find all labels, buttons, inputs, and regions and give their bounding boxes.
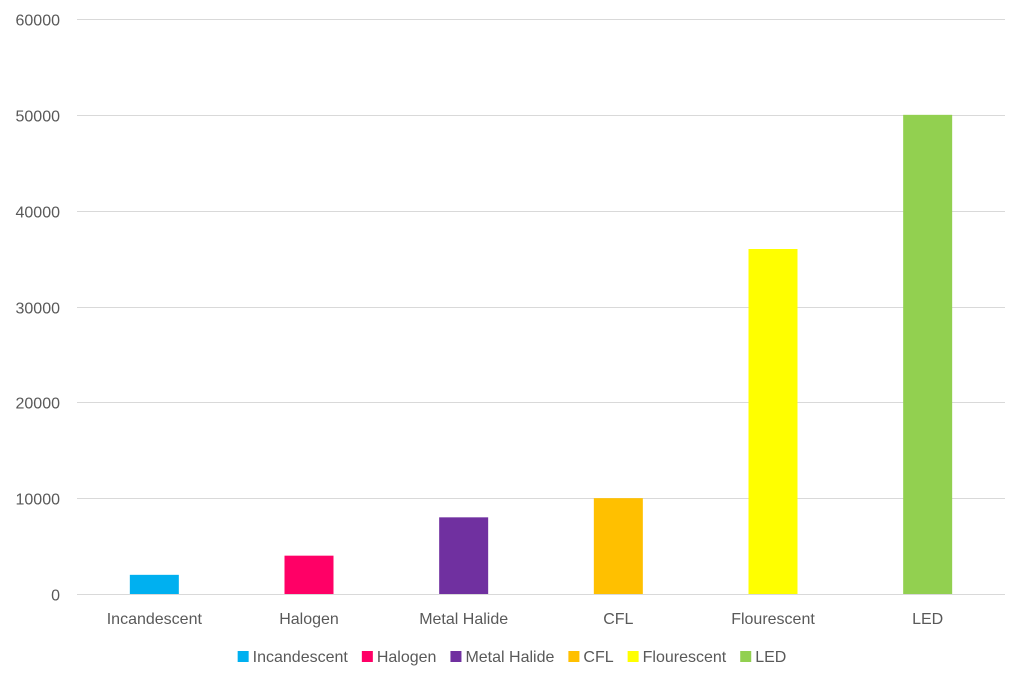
- x-tick-label: Metal Halide: [419, 611, 508, 628]
- gridlines: [77, 19, 1005, 595]
- legend-swatch: [740, 651, 752, 662]
- legend-label: Flourescent: [643, 649, 727, 666]
- bar-incandescent: [129, 574, 179, 594]
- legend-item-led: LED: [740, 649, 786, 666]
- legend-swatch: [568, 651, 580, 662]
- bar-led: [903, 114, 953, 594]
- y-tick-label: 50000: [16, 109, 61, 126]
- legend-item-halogen: Halogen: [361, 649, 437, 666]
- x-tick-label: Halogen: [279, 611, 339, 628]
- y-axis-ticks: 0 10000 20000 30000 40000 50000 60000: [16, 13, 61, 605]
- x-tick-label: Flourescent: [731, 611, 815, 628]
- legend-label: LED: [755, 649, 786, 666]
- y-tick-label: 20000: [16, 396, 61, 413]
- legend-item-incandescent: Incandescent: [237, 649, 349, 666]
- x-tick-label: Incandescent: [107, 611, 203, 628]
- bar-metal-halide: [439, 517, 489, 594]
- legend-item-cfl: CFL: [568, 649, 614, 666]
- legend: Incandescent Halogen Metal Halide CFL Floure…: [237, 649, 786, 666]
- y-tick-label: 30000: [16, 301, 61, 318]
- y-tick-label: 0: [51, 588, 60, 605]
- x-axis-ticks: Incandescent Halogen Metal Halide CFL Floure…: [107, 611, 943, 628]
- legend-label: CFL: [583, 649, 613, 666]
- y-tick-label: 60000: [16, 13, 61, 30]
- legend-label: Metal Halide: [465, 649, 554, 666]
- legend-label: Halogen: [377, 649, 437, 666]
- y-tick-label: 40000: [16, 205, 61, 222]
- legend-item-metal-halide: Metal Halide: [450, 649, 554, 666]
- bar-flourescent: [748, 249, 798, 594]
- x-tick-label: LED: [912, 611, 943, 628]
- legend-label: Incandescent: [253, 649, 349, 666]
- y-tick-label: 10000: [16, 492, 61, 509]
- legend-swatch: [450, 651, 462, 662]
- bar-cfl: [593, 498, 643, 594]
- legend-item-flourescent: Flourescent: [627, 649, 727, 666]
- x-tick-label: CFL: [603, 611, 633, 628]
- legend-swatch: [361, 651, 373, 662]
- legend-swatch: [237, 651, 249, 662]
- bar-halogen: [284, 555, 334, 594]
- bars: [129, 114, 953, 594]
- legend-swatch: [627, 651, 639, 662]
